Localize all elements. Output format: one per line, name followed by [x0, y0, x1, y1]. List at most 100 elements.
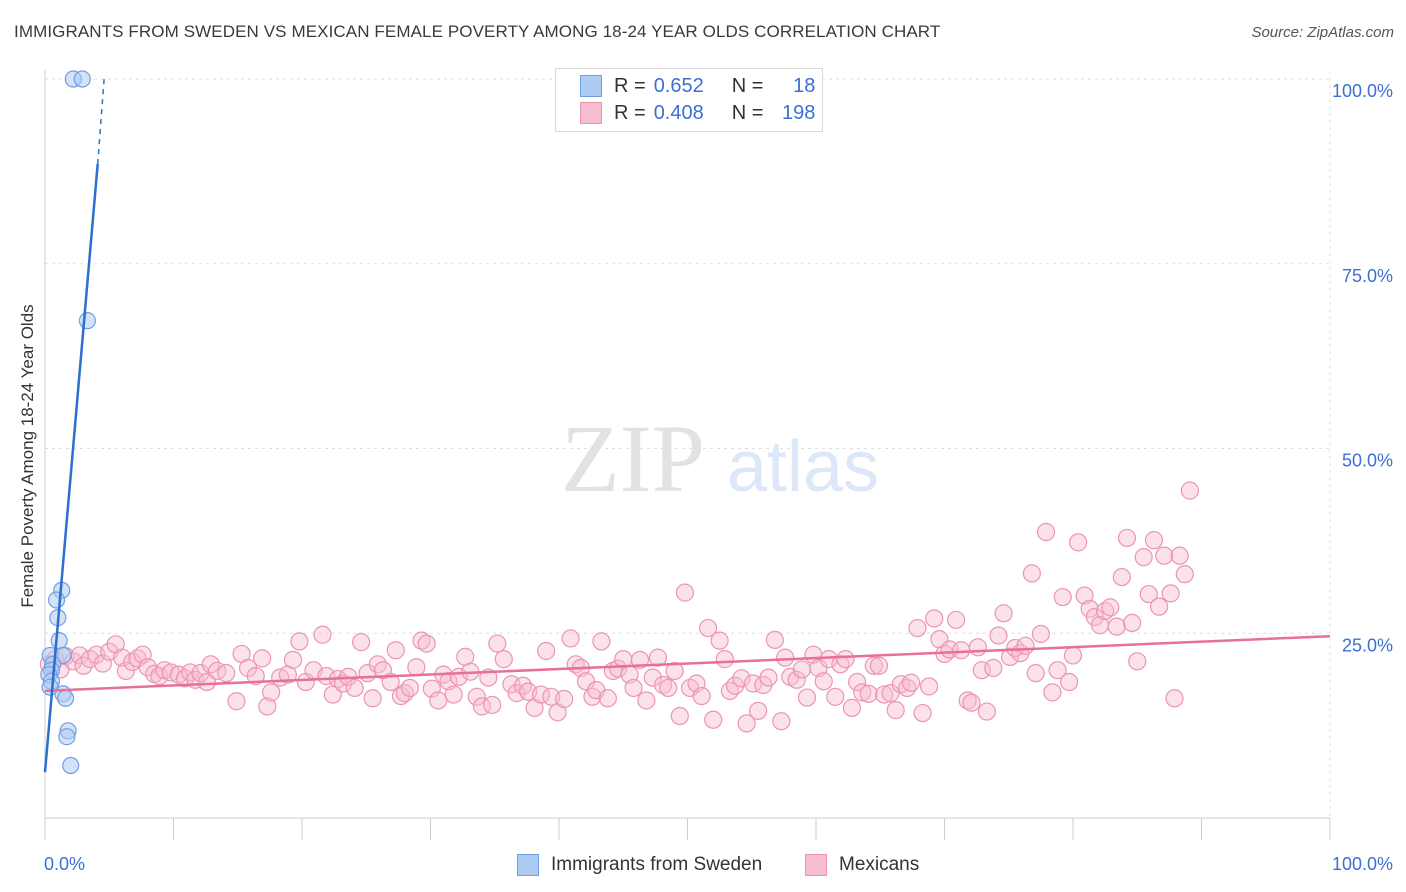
chart-title: IMMIGRANTS FROM SWEDEN VS MEXICAN FEMALE… [14, 22, 941, 41]
mexicans-points [39, 481, 1200, 733]
mexicans-point-60 [400, 678, 420, 698]
mexicans-point-78 [502, 675, 521, 694]
mexicans-point-171 [1016, 636, 1035, 655]
mexicans-point-175 [1036, 522, 1056, 542]
legend-n-value-mexicans: 198 [782, 101, 816, 124]
mexicans-point-126 [772, 712, 791, 731]
mexicans-point-145 [875, 685, 894, 704]
mexicans-point-137 [831, 655, 850, 674]
mexicans-point-196 [1149, 597, 1169, 616]
mexicans-point-19 [150, 667, 169, 686]
legend-row-mexicans: R = 0.408 N = 198 [580, 101, 816, 125]
mexicans-point-191 [1123, 613, 1142, 633]
mexicans-point-180 [1063, 646, 1083, 665]
mexicans-point-54 [368, 655, 387, 674]
mexicans-point-37 [262, 683, 281, 702]
mexicans-point-136 [826, 687, 845, 706]
mexicans-point-202 [1180, 481, 1200, 500]
mexicans-point-134 [814, 672, 833, 691]
mexicans-point-40 [283, 650, 303, 669]
mexicans-point-158 [946, 610, 966, 630]
mexicans-point-181 [1069, 533, 1088, 552]
mexicans-point-106 [659, 678, 678, 698]
x-tick-label-0: 0.0% [44, 854, 85, 874]
mexicans-point-61 [407, 658, 426, 677]
mexicans-point-72 [467, 687, 486, 706]
mexicans-point-100 [624, 678, 643, 698]
mexicans-point-143 [864, 656, 883, 675]
mexicans-point-113 [698, 618, 718, 638]
sweden-point-6 [50, 632, 68, 650]
mexicans-point-124 [759, 668, 778, 687]
mexicans-point-174 [1031, 624, 1050, 644]
mexicans-point-9 [93, 654, 112, 673]
mexicans-point-116 [715, 650, 734, 669]
mexicans-point-138 [836, 650, 855, 669]
legend-swatch-sweden [580, 75, 602, 97]
mexicans-point-6 [74, 656, 93, 675]
mexicans-point-161 [962, 693, 981, 712]
mexicans-point-88 [561, 629, 580, 648]
mexicans-point-163 [972, 661, 991, 680]
mexicans-point-129 [787, 670, 806, 689]
mexicans-point-194 [1139, 584, 1158, 604]
mexicans-point-144 [869, 656, 889, 675]
grid-lines [45, 71, 1331, 818]
mexicans-point-120 [737, 714, 756, 733]
chart-source: Source: ZipAtlas.com [1251, 24, 1394, 41]
mexicans-point-84 [537, 641, 556, 661]
mexicans-point-152 [913, 703, 932, 723]
legend-item-mexicans: Mexicans [805, 852, 919, 878]
mexicans-point-142 [859, 684, 878, 703]
x-tick-label-1: 100.0% [1332, 854, 1393, 874]
sweden-point-17 [58, 728, 76, 746]
mexicans-point-195 [1144, 531, 1164, 550]
mexicans-point-153 [919, 677, 939, 696]
mexicans-point-177 [1048, 661, 1067, 680]
mexicans-point-190 [1117, 528, 1137, 548]
mexicans-point-13 [116, 661, 136, 681]
mexicans-point-103 [643, 668, 662, 687]
legend-n-value-sweden: 18 [793, 74, 816, 97]
mexicans-point-108 [670, 706, 689, 726]
mexicans-point-188 [1107, 617, 1126, 636]
mexicans-point-63 [417, 634, 436, 653]
mexicans-point-45 [317, 667, 336, 686]
legend-n-label-mexicans: N = [731, 101, 764, 124]
mexicans-point-140 [848, 672, 867, 692]
mexicans-point-79 [507, 684, 526, 703]
mexicans-point-118 [725, 676, 745, 695]
mexicans-point-59 [395, 684, 414, 703]
mexicans-point-164 [977, 702, 997, 721]
mexicans-point-31 [227, 692, 246, 711]
tick-labels: 100.0% 75.0% 50.0% 25.0% 0.0% 100.0% [44, 81, 1393, 874]
mexicans-point-87 [555, 689, 574, 709]
legend-row-sweden: R = 0.652 N = 18 [580, 74, 816, 98]
y-tick-label-1: 75.0% [1342, 266, 1393, 286]
mexicans-point-36 [258, 697, 277, 716]
mexicans-point-102 [637, 691, 656, 710]
y-tick-label-2: 50.0% [1342, 451, 1393, 471]
mexicans-point-167 [994, 604, 1013, 623]
mexicans-point-65 [429, 691, 448, 710]
mexicans-point-168 [1000, 647, 1020, 666]
mexicans-point-101 [630, 650, 650, 669]
mexicans-point-75 [483, 695, 502, 715]
mexicans-point-147 [886, 701, 905, 720]
mexicans-point-165 [984, 658, 1003, 678]
mexicans-point-200 [1170, 546, 1189, 565]
mexicans-point-199 [1165, 689, 1184, 708]
mexicans-point-97 [609, 659, 628, 678]
mexicans-point-77 [494, 650, 513, 669]
legend-r-value-sweden: 0.652 [653, 74, 704, 97]
mexicans-trend-line [44, 634, 1331, 693]
sweden-point-1 [73, 70, 91, 88]
mexicans-point-27 [197, 672, 217, 692]
mexicans-point-166 [989, 626, 1008, 645]
mexicans-point-105 [653, 675, 673, 695]
mexicans-point-141 [853, 683, 872, 702]
mexicans-point-189 [1112, 567, 1131, 587]
mexicans-point-127 [776, 648, 795, 667]
mexicans-point-159 [952, 641, 971, 660]
sweden-point-2 [78, 312, 97, 330]
